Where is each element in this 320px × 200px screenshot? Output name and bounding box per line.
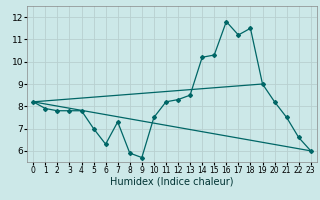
X-axis label: Humidex (Indice chaleur): Humidex (Indice chaleur) <box>110 177 234 187</box>
